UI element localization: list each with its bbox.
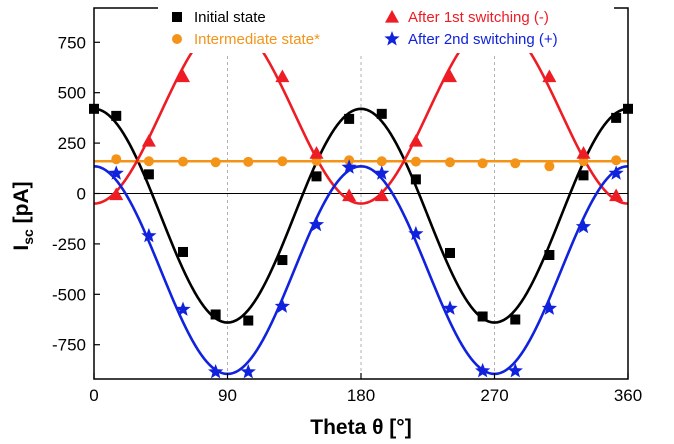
data-point-series-1 xyxy=(277,156,288,167)
fit-curve-3 xyxy=(93,164,629,376)
y-tick-label: 750 xyxy=(58,33,86,52)
data-point-series-0 xyxy=(344,113,355,124)
data-point-series-1 xyxy=(178,156,188,167)
data-point-series-0 xyxy=(311,171,322,182)
data-point-series-0 xyxy=(143,169,154,180)
data-point-series-2 xyxy=(309,146,324,159)
fit-curve-2 xyxy=(93,20,629,205)
legend-marker-2 xyxy=(385,10,399,23)
y-tick-label: -250 xyxy=(52,235,86,254)
gridlines xyxy=(227,8,495,379)
data-point-series-2 xyxy=(542,69,557,83)
data-point-series-0 xyxy=(277,255,288,266)
data-point-series-3 xyxy=(208,363,224,379)
data-point-series-0 xyxy=(445,247,455,258)
data-point-series-0 xyxy=(210,309,221,320)
data-point-series-3 xyxy=(374,165,390,180)
x-tick-label: 90 xyxy=(218,386,237,405)
data-point-series-1 xyxy=(376,156,387,167)
data-point-series-3 xyxy=(575,218,592,234)
data-point-series-3 xyxy=(175,301,191,316)
data-point-series-2 xyxy=(609,188,624,202)
legend-marker-3 xyxy=(384,31,400,46)
x-tick-label: 180 xyxy=(347,386,375,405)
data-point-series-2 xyxy=(576,146,591,159)
legend-background xyxy=(158,7,614,53)
data-point-series-1 xyxy=(445,157,455,168)
y-tick-labels: -750 -500 -250 0 250 500 750 xyxy=(52,33,86,354)
legend-label-3: After 2nd switching (+) xyxy=(408,31,558,48)
data-point-series-2 xyxy=(176,69,190,83)
y-tick-label: 250 xyxy=(58,134,86,153)
data-point-series-0 xyxy=(111,110,122,121)
data-point-series-1 xyxy=(611,155,622,166)
legend-label-2: After 1st switching (-) xyxy=(408,9,549,26)
data-point-series-1 xyxy=(210,157,221,168)
data-point-series-0 xyxy=(611,112,622,123)
legend-marker-0 xyxy=(172,12,182,22)
y-axis-title-main: I xyxy=(10,245,33,251)
data-point-series-0 xyxy=(510,314,521,325)
data-point-series-2 xyxy=(275,69,290,83)
data-point-series-3 xyxy=(475,362,491,378)
data-point-series-3 xyxy=(507,362,523,378)
data-point-series-3 xyxy=(240,363,256,379)
data-point-series-2 xyxy=(408,134,423,147)
data-point-series-3 xyxy=(408,225,424,241)
data-point-series-1 xyxy=(510,158,521,169)
data-point-series-1 xyxy=(544,161,555,172)
data-point-series-2 xyxy=(109,187,124,201)
fit-curve-0 xyxy=(93,107,629,324)
x-tick-label: 360 xyxy=(614,386,642,405)
y-axis-title: Isc [pA] xyxy=(10,181,36,250)
y-tick-label: -750 xyxy=(52,336,86,355)
x-tick-labels: 0 90 180 270 360 xyxy=(89,386,642,405)
data-point-series-3 xyxy=(608,165,624,180)
data-point-series-1 xyxy=(111,154,122,165)
data-point-series-3 xyxy=(274,298,290,313)
data-point-series-1 xyxy=(143,156,154,167)
data-point-series-3 xyxy=(308,216,325,232)
data-point-series-0 xyxy=(178,246,188,257)
y-tick-label: -500 xyxy=(52,285,86,304)
y-axis-title-unit: [pA] xyxy=(10,181,33,229)
axis-ticks xyxy=(93,41,629,379)
data-point-series-0 xyxy=(477,311,488,322)
data-point-series-2 xyxy=(374,188,389,202)
legend-marker-1 xyxy=(172,34,182,44)
data-point-series-0 xyxy=(544,249,555,260)
data-point-series-3 xyxy=(341,159,357,174)
data-point-series-3 xyxy=(108,165,124,180)
x-tick-label: 270 xyxy=(480,386,508,405)
data-point-series-1 xyxy=(410,156,421,167)
x-axis-title: Theta θ [°] xyxy=(310,416,411,439)
legend: Initial state Intermediate state* After 1s… xyxy=(158,7,614,53)
data-point-series-1 xyxy=(477,158,488,169)
data-point-series-1 xyxy=(243,156,254,167)
y-tick-label: 0 xyxy=(77,185,86,204)
data-point-series-3 xyxy=(541,300,557,315)
y-tick-label: 500 xyxy=(58,84,86,103)
data-point-series-2 xyxy=(342,188,357,202)
y-axis-title-sub: sc xyxy=(20,229,36,245)
data-point-series-2 xyxy=(443,69,457,83)
legend-label-1: Intermediate state* xyxy=(194,31,320,48)
data-point-series-3 xyxy=(442,300,458,315)
data-point-series-2 xyxy=(141,134,156,147)
data-point-series-0 xyxy=(578,170,589,181)
data-point-series-0 xyxy=(243,315,254,326)
data-point-series-0 xyxy=(376,108,387,119)
x-tick-label: 0 xyxy=(89,386,98,405)
data-point-series-3 xyxy=(141,227,157,243)
legend-label-0: Initial state xyxy=(194,9,266,26)
data-point-series-0 xyxy=(410,174,421,185)
